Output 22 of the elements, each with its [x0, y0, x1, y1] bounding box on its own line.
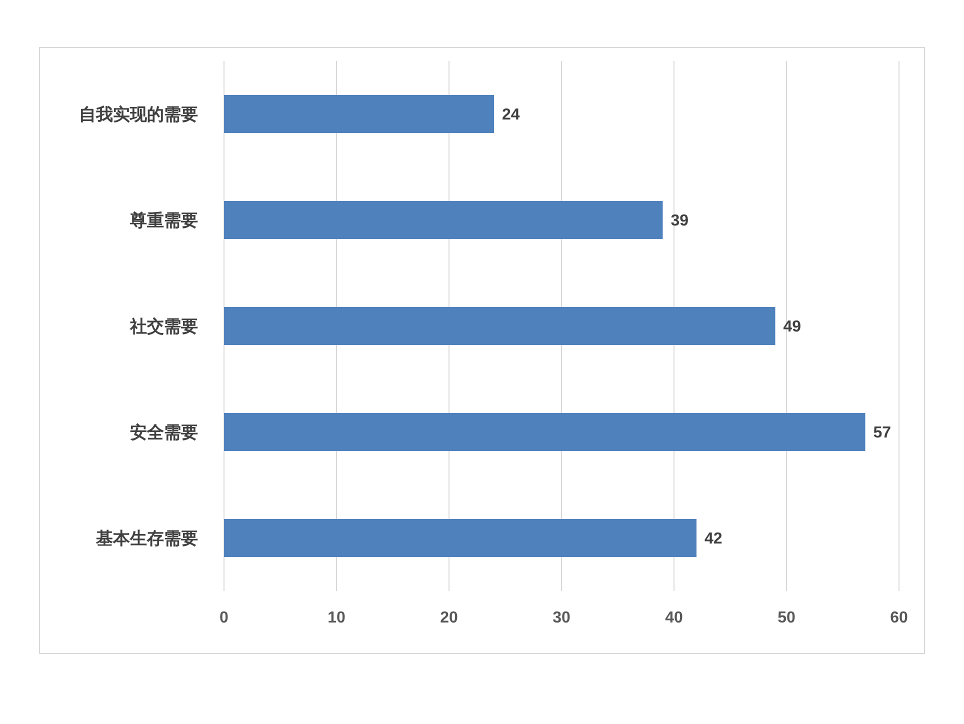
x-tick-label: 0 — [220, 609, 229, 626]
x-tick-label: 30 — [552, 609, 570, 626]
data-label: 24 — [502, 106, 520, 124]
x-tick-label: 20 — [440, 609, 458, 626]
x-tick-label: 40 — [665, 609, 683, 626]
y-tick-label: 尊重需要 — [129, 211, 198, 230]
data-label: 57 — [873, 424, 892, 442]
y-tick-label: 基本生存需要 — [95, 529, 198, 548]
data-label: 42 — [704, 530, 722, 548]
data-label: 39 — [670, 212, 689, 230]
bar — [224, 95, 494, 133]
y-tick-label: 自我实现的需要 — [79, 105, 198, 124]
x-tick-label: 50 — [778, 609, 796, 626]
y-tick-label: 安全需要 — [130, 423, 198, 442]
bar — [224, 413, 866, 451]
bar — [224, 519, 696, 557]
x-tick-label: 10 — [328, 609, 346, 626]
y-tick-label: 社交需要 — [129, 317, 198, 336]
bar — [224, 201, 663, 239]
x-tick-label: 60 — [890, 609, 908, 626]
bar — [224, 307, 776, 345]
data-label: 49 — [783, 318, 802, 336]
